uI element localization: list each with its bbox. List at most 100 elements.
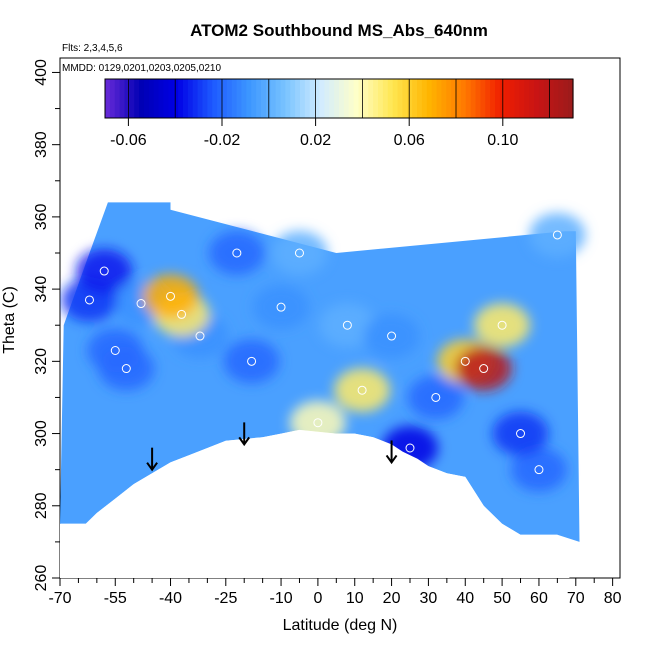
colorbar-cell xyxy=(514,79,520,118)
colorbar-cell xyxy=(407,79,413,118)
field-blob xyxy=(142,274,199,319)
colorbar-cell xyxy=(378,79,384,118)
field-blobs xyxy=(61,212,586,492)
colorbar-cell xyxy=(382,79,389,118)
colorbar-cell xyxy=(524,79,530,118)
colorbar-cell xyxy=(348,79,355,118)
field-blob xyxy=(271,231,328,275)
terrain-mask xyxy=(60,429,570,578)
tropopause-arrow-head xyxy=(146,462,158,472)
x-tick-label: 50 xyxy=(493,590,511,607)
colorbar-cell xyxy=(495,79,501,118)
tropopause-arrow-head xyxy=(238,436,251,447)
field-blob xyxy=(529,212,586,257)
colorbar-cell xyxy=(334,79,340,118)
x-tick-label: 80 xyxy=(604,590,622,607)
x-tick-label: 70 xyxy=(567,590,585,607)
observation-point xyxy=(136,299,146,309)
colorbar-cell xyxy=(568,79,574,118)
colorbar-cell xyxy=(456,79,462,118)
colorbar-cell xyxy=(339,79,345,118)
y-tick-label: 400 xyxy=(33,59,50,86)
colorbar-cell xyxy=(134,79,140,118)
x-tick-label: 60 xyxy=(530,590,548,607)
flights-annotation: Flts: 2,3,4,5,6 xyxy=(62,43,123,54)
colorbar-tick-label: -0.06 xyxy=(110,132,147,149)
y-tick-label: 340 xyxy=(33,276,50,303)
y-tick-label: 280 xyxy=(33,492,50,519)
colorbar-cell xyxy=(197,79,204,118)
colorbar-frame xyxy=(104,78,574,119)
colorbar-cell xyxy=(119,79,126,118)
observation-point xyxy=(479,364,489,374)
colorbar-tick-label: 0.10 xyxy=(487,132,518,149)
colorbar-cell xyxy=(319,79,325,118)
x-tick-label: -55 xyxy=(104,590,127,607)
colorbar-cell xyxy=(256,79,262,118)
colorbar-cell xyxy=(426,79,433,118)
colorbar-cell xyxy=(553,79,559,118)
colorbar-cell xyxy=(226,79,233,118)
field-blob xyxy=(98,346,155,391)
colorbar-cell xyxy=(246,79,252,118)
colorbar-cell xyxy=(373,79,379,118)
colorbar-cell xyxy=(187,79,194,118)
colorbar-cell xyxy=(261,79,267,118)
observation-point xyxy=(357,385,367,395)
colorbar-cell xyxy=(275,79,282,118)
colorbar-cell xyxy=(485,79,491,118)
x-tick-label: 0 xyxy=(313,590,322,607)
x-tick-label: -10 xyxy=(269,590,292,607)
observation-point xyxy=(166,291,176,301)
colorbar-cell xyxy=(475,79,481,118)
colorbar-cell xyxy=(270,79,277,118)
colorbar-cell xyxy=(421,79,428,118)
colorbar-cell xyxy=(353,79,360,118)
observation-point xyxy=(497,320,507,330)
colorbar-cell xyxy=(109,79,116,118)
x-axis: -70 -55 -40 -25 -10 0 10 20 30 40 50 60 70 80 xyxy=(48,578,622,607)
colorbar-cell xyxy=(300,79,306,118)
colorbar-cell xyxy=(392,79,399,118)
observation-point xyxy=(294,248,304,258)
colorbar-cell xyxy=(168,79,174,118)
colorbar-cell xyxy=(148,79,155,118)
colorbar-cell xyxy=(519,79,525,118)
colorbar-cell xyxy=(114,79,121,118)
colorbar-cell xyxy=(212,79,218,118)
observation-point xyxy=(177,309,187,319)
observation-point xyxy=(552,230,562,240)
dates-annotation: MMDD: 0129,0201,0203,0205,0210 xyxy=(62,63,221,74)
colorbar-cell xyxy=(309,79,316,118)
colorbar-cell xyxy=(529,79,535,118)
colorbar-cell xyxy=(480,79,486,118)
observation-points xyxy=(84,230,562,475)
observation-point xyxy=(534,465,544,475)
field-blob xyxy=(455,346,512,391)
colorbar-cell xyxy=(431,79,438,118)
observation-point xyxy=(516,429,526,439)
colorbar-cell xyxy=(358,79,364,118)
colorbar-cell xyxy=(451,79,457,118)
colorbar-cell xyxy=(368,79,374,118)
y-tick-label: 360 xyxy=(33,203,50,230)
colorbar-cell xyxy=(460,79,467,118)
observation-point xyxy=(342,320,352,330)
colorbar-cell xyxy=(343,79,350,118)
colorbar-cell xyxy=(173,79,179,118)
y-tick-label: 300 xyxy=(33,420,50,447)
colorbar-cell xyxy=(558,79,564,118)
colorbar-cell xyxy=(251,79,257,118)
colorbar-cell xyxy=(417,79,423,118)
colorbar-cell xyxy=(192,79,199,118)
field-blob xyxy=(407,375,464,420)
colorbar-cell xyxy=(231,79,238,118)
colorbar-cell xyxy=(324,79,330,118)
colorbar-cell xyxy=(295,79,301,118)
field-blob xyxy=(253,285,310,330)
colorbar-cell xyxy=(412,79,418,118)
x-axis-label: Latitude (deg N) xyxy=(283,617,398,634)
colorbar-cell xyxy=(441,79,447,118)
x-tick-label: 20 xyxy=(383,590,401,607)
colorbar-cell xyxy=(548,79,555,118)
